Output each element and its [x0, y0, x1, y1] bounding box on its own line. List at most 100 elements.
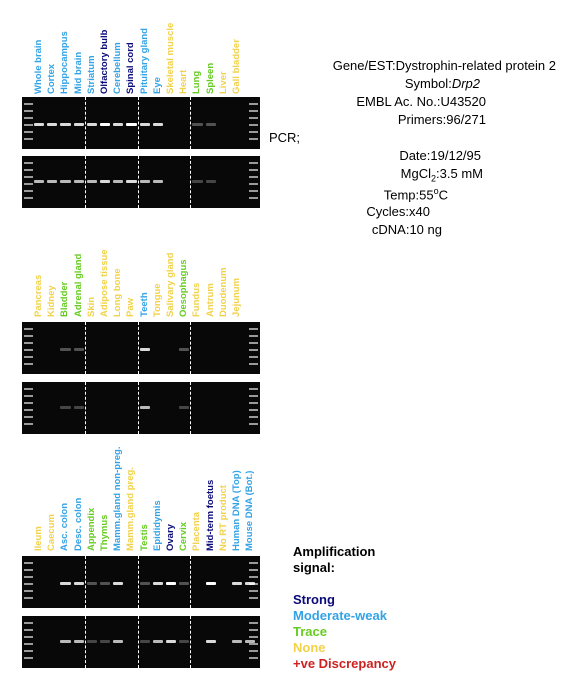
- lane-separator: [190, 382, 192, 434]
- gel-band: [47, 180, 58, 183]
- lane-label: Epididymis: [151, 500, 163, 551]
- lane-label: Mid brain: [72, 51, 84, 94]
- lane-label: Human DNA (Top): [231, 470, 242, 551]
- gel-band: [245, 582, 256, 585]
- gel-band: [60, 640, 71, 643]
- lane-separator: [137, 616, 139, 668]
- gel-band: [60, 406, 71, 409]
- lane-label: Appendix: [85, 507, 97, 551]
- ladder-band: [24, 342, 33, 344]
- panel2-gel-bottom: [22, 382, 260, 434]
- ladder-band: [249, 576, 258, 578]
- gel-band: [34, 123, 45, 126]
- ladder-band: [249, 416, 258, 418]
- ladder-band: [249, 643, 258, 645]
- lane-separator: [137, 97, 139, 149]
- ladder-band: [24, 117, 33, 119]
- gel-band: [60, 123, 71, 126]
- lane-label: Spinal cord: [125, 42, 137, 94]
- cdna-row: cDNA:10 ng: [372, 222, 442, 237]
- ladder-band: [24, 190, 33, 192]
- gel-band: [179, 640, 190, 643]
- gel-band: [232, 582, 243, 585]
- primers-row: Primers:96/271: [398, 112, 486, 127]
- ladder-band: [249, 629, 258, 631]
- cdna-value: 10 ng: [409, 222, 442, 237]
- gel-band: [245, 640, 256, 643]
- ladder-band: [24, 423, 33, 425]
- ladder-band: [24, 629, 33, 631]
- ladder-band: [249, 395, 258, 397]
- lane-separator: [84, 556, 86, 608]
- ladder-band: [24, 590, 33, 592]
- lane-label: Mid-term foetus: [204, 479, 216, 551]
- ladder-band: [249, 131, 258, 133]
- lane-label: Adrenal gland: [72, 253, 84, 317]
- ladder-band: [249, 569, 258, 571]
- gel-band: [73, 123, 84, 126]
- lane-label: Testis: [138, 524, 150, 551]
- pcr-row: PCR;: [269, 130, 300, 145]
- lane-label: Skeletal muscle: [165, 22, 176, 94]
- lane-label: Lung: [191, 70, 203, 94]
- ladder-band: [24, 162, 33, 164]
- gel-band: [179, 582, 190, 585]
- gel-band: [205, 640, 216, 643]
- lane-label: Eye: [151, 77, 163, 94]
- gel-band: [139, 640, 150, 643]
- lane-label: Asc. colon: [59, 502, 71, 551]
- lane-label: Desc. colon: [72, 497, 84, 551]
- gel-band: [152, 582, 163, 585]
- lane-label: Ovary: [165, 524, 176, 551]
- ladder-band: [24, 328, 33, 330]
- lane-separator: [84, 97, 86, 149]
- gel-band: [86, 582, 97, 585]
- legend-moderate: Moderate-weak: [293, 608, 387, 623]
- gel-band: [100, 123, 111, 126]
- gel-band: [139, 348, 150, 351]
- lane-separator: [84, 322, 86, 374]
- ladder-band: [24, 110, 33, 112]
- ladder-band: [24, 103, 33, 105]
- lane-label: Heart: [178, 69, 190, 94]
- lane-label: Cortex: [46, 63, 58, 94]
- lane-label: No RT product: [217, 485, 229, 551]
- ladder-band: [249, 124, 258, 126]
- ladder-band: [249, 409, 258, 411]
- cdna-label: cDNA:: [371, 222, 410, 237]
- lane-label: Jejunum: [231, 277, 242, 317]
- gel-band: [113, 640, 124, 643]
- ladder-band: [249, 636, 258, 638]
- legend-trace: Trace: [293, 624, 327, 639]
- lane-label: Duodenum: [217, 267, 229, 317]
- cycles-value: x40: [409, 204, 430, 219]
- gel-band: [232, 640, 243, 643]
- ladder-band: [24, 131, 33, 133]
- ladder-band: [24, 138, 33, 140]
- gel-band: [152, 180, 163, 183]
- ladder-band: [24, 402, 33, 404]
- lane-separator: [137, 556, 139, 608]
- lane-label: Caecum: [46, 514, 58, 551]
- lane-label: Gall bladder: [231, 39, 242, 94]
- legend-none: None: [293, 640, 326, 655]
- gene-row: Gene/EST:Dystrophin-related protein 2: [333, 58, 556, 73]
- lane-label: Salivary gland: [165, 252, 176, 317]
- ladder-band: [24, 356, 33, 358]
- gel-band: [86, 640, 97, 643]
- ladder-band: [249, 349, 258, 351]
- lane-separator: [84, 382, 86, 434]
- lane-label: Thymus: [99, 514, 110, 551]
- gel-band: [86, 123, 97, 126]
- gel-band: [166, 640, 177, 643]
- lane-separator: [84, 156, 86, 208]
- mgcl-row: MgCl2:3.5 mM: [401, 166, 483, 184]
- lane-separator: [84, 616, 86, 668]
- gel-band: [34, 180, 45, 183]
- ladder-band: [24, 335, 33, 337]
- temp-unit: C: [438, 187, 448, 203]
- gel-band: [86, 180, 97, 183]
- lane-separator: [190, 322, 192, 374]
- lane-label: Placenta: [191, 511, 203, 551]
- gel-band: [60, 180, 71, 183]
